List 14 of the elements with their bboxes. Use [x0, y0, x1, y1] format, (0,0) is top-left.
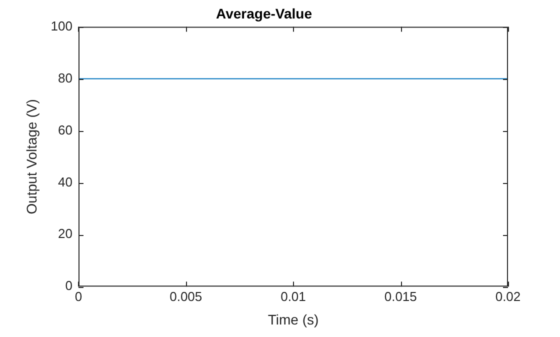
x-tick-label: 0.005 [170, 288, 202, 304]
x-tick-label: 0.02 [495, 288, 521, 304]
y-tick-label: 0 [65, 278, 72, 294]
y-tick-label: 40 [58, 174, 72, 190]
x-axis-title: Time (s) [268, 311, 319, 328]
y-tick-label: 100 [50, 18, 72, 34]
y-tick-label: 60 [58, 122, 72, 138]
chart-title: Average-Value [216, 5, 312, 22]
x-tick-label: 0.01 [280, 288, 306, 304]
y-axis-title: Output Voltage (V) [23, 99, 40, 214]
x-tick-label: 0.015 [384, 288, 417, 304]
y-tick-label: 80 [58, 70, 72, 86]
y-tick-label: 20 [58, 226, 72, 242]
x-tick-label: 0 [74, 288, 82, 304]
